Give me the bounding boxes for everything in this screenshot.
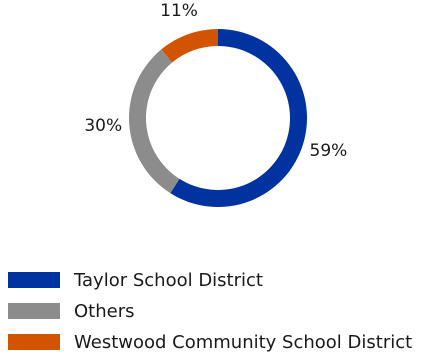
legend-swatch-westwood [8, 334, 60, 350]
legend-label-taylor: Taylor School District [74, 269, 263, 291]
legend-item-taylor: Taylor School District [8, 269, 428, 291]
legend-item-westwood: Westwood Community School District [8, 331, 428, 353]
legend: Taylor School District Others Westwood C… [8, 270, 428, 363]
legend-label-others: Others [74, 300, 135, 322]
slice-others [128, 49, 180, 194]
slice-westwood [161, 29, 218, 63]
donut-slices [128, 29, 307, 207]
slice-label-westwood: 11% [160, 1, 198, 21]
legend-swatch-taylor [8, 272, 60, 288]
legend-item-others: Others [8, 300, 428, 322]
legend-label-westwood: Westwood Community School District [74, 331, 413, 353]
slice-label-others: 30% [84, 116, 122, 136]
slice-labels: 59% 30% 11% [84, 1, 347, 161]
slice-taylor [170, 29, 307, 207]
slice-label-taylor: 59% [310, 141, 348, 161]
legend-swatch-others [8, 303, 60, 319]
donut-chart: 59% 30% 11% [84, 1, 347, 207]
